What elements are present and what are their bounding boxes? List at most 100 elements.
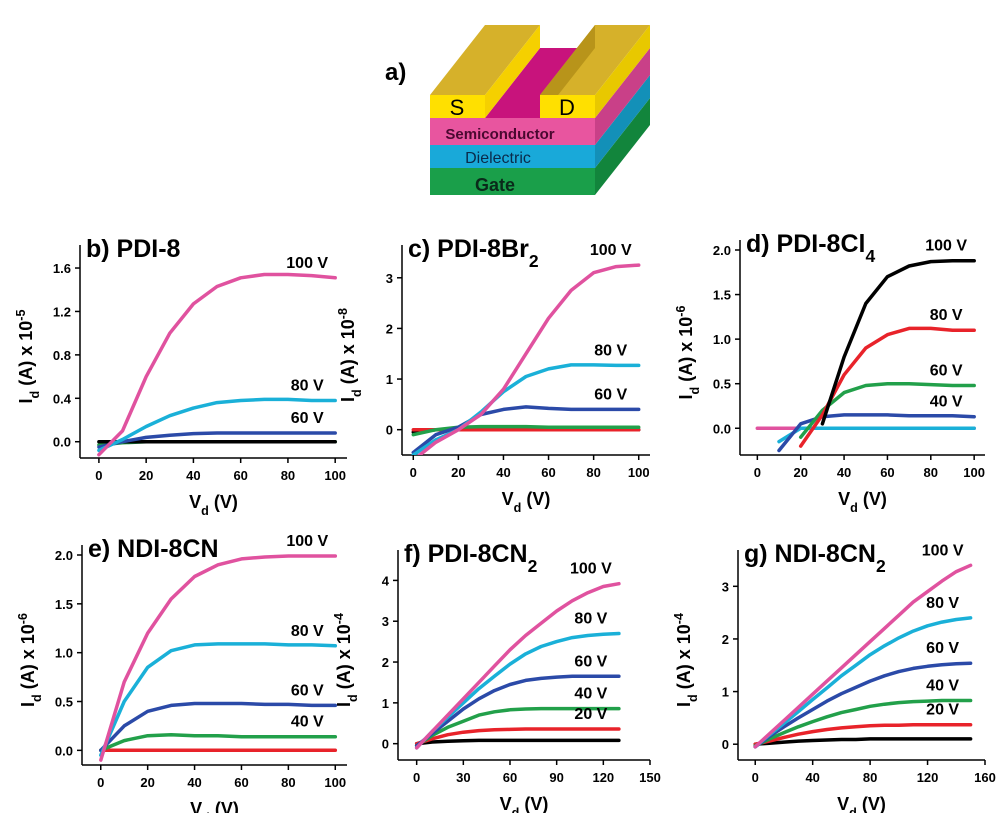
data-line	[414, 727, 621, 746]
y-tick-label: 1	[722, 685, 729, 700]
x-tick-label: 0	[754, 465, 761, 480]
y-axis-label-part: d	[688, 387, 702, 395]
x-axis-label-part: (V)	[857, 794, 886, 813]
chart-panel: 0.0 0.5 1.0 1.5 2.0 0 20 40 60 80 100 40 V 60 V 80 V 1…	[16, 533, 347, 813]
series-label: 60 V	[291, 682, 324, 699]
data-line	[99, 701, 338, 753]
source-label: S	[450, 95, 465, 120]
drain-side	[595, 25, 650, 118]
chart-title: e) NDI-8CN	[88, 535, 219, 563]
x-axis-label-part: V	[837, 794, 849, 813]
chart-title-part: e) NDI-8CN	[88, 535, 219, 563]
y-axis-label: Id (A) x 10-4	[332, 613, 360, 707]
y-axis-label: Id (A) x 10-8	[336, 308, 364, 402]
x-tick-label: 20	[139, 468, 153, 483]
series-label: 60 V	[594, 386, 627, 403]
y-tick-label: 2.0	[713, 243, 731, 258]
chart-title: c) PDI-8Br2	[408, 235, 539, 271]
chart-title-part: d) PDI-8Cl	[746, 230, 865, 258]
series-label: 40 V	[930, 394, 963, 411]
y-axis-label-part: (A) x 10	[334, 624, 354, 694]
y-tick-label: 0.5	[713, 377, 731, 392]
gate-front	[430, 168, 595, 195]
gate-side	[595, 98, 650, 195]
x-tick-label: 80	[281, 775, 295, 790]
y-tick-label: 1.0	[55, 646, 73, 661]
y-axis-label-part: -5	[14, 310, 28, 321]
series-label: 60 V	[930, 362, 963, 379]
y-tick-label: 0.8	[53, 348, 71, 363]
series-label: 60 V	[574, 653, 607, 670]
series-label: 100 V	[286, 533, 328, 550]
data-line	[753, 661, 973, 749]
data-line	[777, 413, 976, 453]
x-tick-label: 150	[639, 770, 661, 785]
chart-title: b) PDI-8	[86, 235, 181, 263]
device-diagram: a) S D Semiconductor Dielectric Gate	[385, 25, 650, 195]
x-tick-label: 60	[233, 468, 247, 483]
series-label: 100 V	[286, 255, 328, 272]
y-tick-label: 3	[386, 271, 393, 286]
y-axis-label-part: -8	[336, 308, 350, 319]
x-axis-label-part: (V)	[209, 492, 238, 512]
x-tick-label: 90	[549, 770, 563, 785]
x-tick-label: 20	[793, 465, 807, 480]
panel-label: a)	[385, 59, 406, 86]
dielectric-side	[595, 75, 650, 168]
layer-label: Gate	[475, 175, 515, 195]
y-axis-label-part: I	[334, 702, 354, 707]
y-axis-label: Id (A) x 10-5	[14, 310, 42, 404]
chart-title-part: 2	[528, 556, 538, 576]
x-tick-label: 60	[880, 465, 894, 480]
y-axis-label-part: I	[16, 398, 36, 403]
y-tick-label: 1.5	[55, 597, 73, 612]
y-axis-label-part: d	[350, 389, 364, 397]
chart-title-part: g) NDI-8CN	[744, 540, 876, 568]
source-side	[485, 25, 540, 118]
plot-lines	[753, 563, 973, 749]
x-tick-label: 20	[451, 465, 465, 480]
x-axis-label: Vd (V)	[190, 799, 239, 813]
plot-lines	[99, 554, 338, 762]
x-axis-label: Vd (V)	[502, 489, 551, 515]
x-axis-label-part: d	[202, 811, 210, 813]
x-tick-label: 80	[281, 468, 295, 483]
y-axis-label-part: I	[676, 394, 696, 399]
series-label: 80 V	[291, 623, 324, 640]
x-axis-label-part: V	[189, 492, 201, 512]
chart-title-part: 2	[529, 251, 539, 271]
series-label: 100 V	[922, 542, 964, 559]
data-line	[753, 737, 973, 746]
y-axis-label-part: d	[346, 694, 360, 702]
y-tick-label: 0	[722, 737, 729, 752]
chart-title-part: c) PDI-8Br	[408, 235, 529, 263]
x-axis-label-part: d	[512, 806, 520, 813]
layer-label: Dielectric	[465, 150, 531, 167]
chart-title: f) PDI-8CN2	[404, 540, 538, 576]
x-axis-label-part: d	[850, 501, 858, 515]
chart-panel: 0 1 2 3 4 0 30 60 90 120 150 20 V 40 V 60 V 80 V 100 V f…	[332, 540, 661, 813]
y-tick-label: 1.5	[713, 288, 731, 303]
chart-title-part: b) PDI-8	[86, 235, 181, 263]
x-tick-label: 100	[628, 465, 650, 480]
y-axis-label-part: (A) x 10	[18, 624, 38, 694]
plot-lines	[755, 258, 976, 453]
series-label: 80 V	[291, 377, 324, 394]
data-line	[414, 706, 621, 748]
series-label: 40 V	[574, 686, 607, 703]
x-tick-label: 0	[413, 770, 420, 785]
x-axis-label-part: (V)	[210, 799, 239, 813]
dielectric-front	[430, 145, 595, 168]
x-tick-label: 0	[752, 770, 759, 785]
y-tick-label: 1.2	[53, 304, 71, 319]
x-axis-label-part: d	[849, 806, 857, 813]
x-axis-label-part: (V)	[858, 489, 887, 509]
chart-title-part: f) PDI-8CN	[404, 540, 528, 568]
x-axis-label-part: V	[500, 794, 512, 813]
x-axis-label-part: V	[502, 489, 514, 509]
x-axis-label-part: (V)	[521, 489, 550, 509]
x-axis-label: Vd (V)	[189, 492, 238, 518]
plot-lines	[97, 272, 337, 457]
